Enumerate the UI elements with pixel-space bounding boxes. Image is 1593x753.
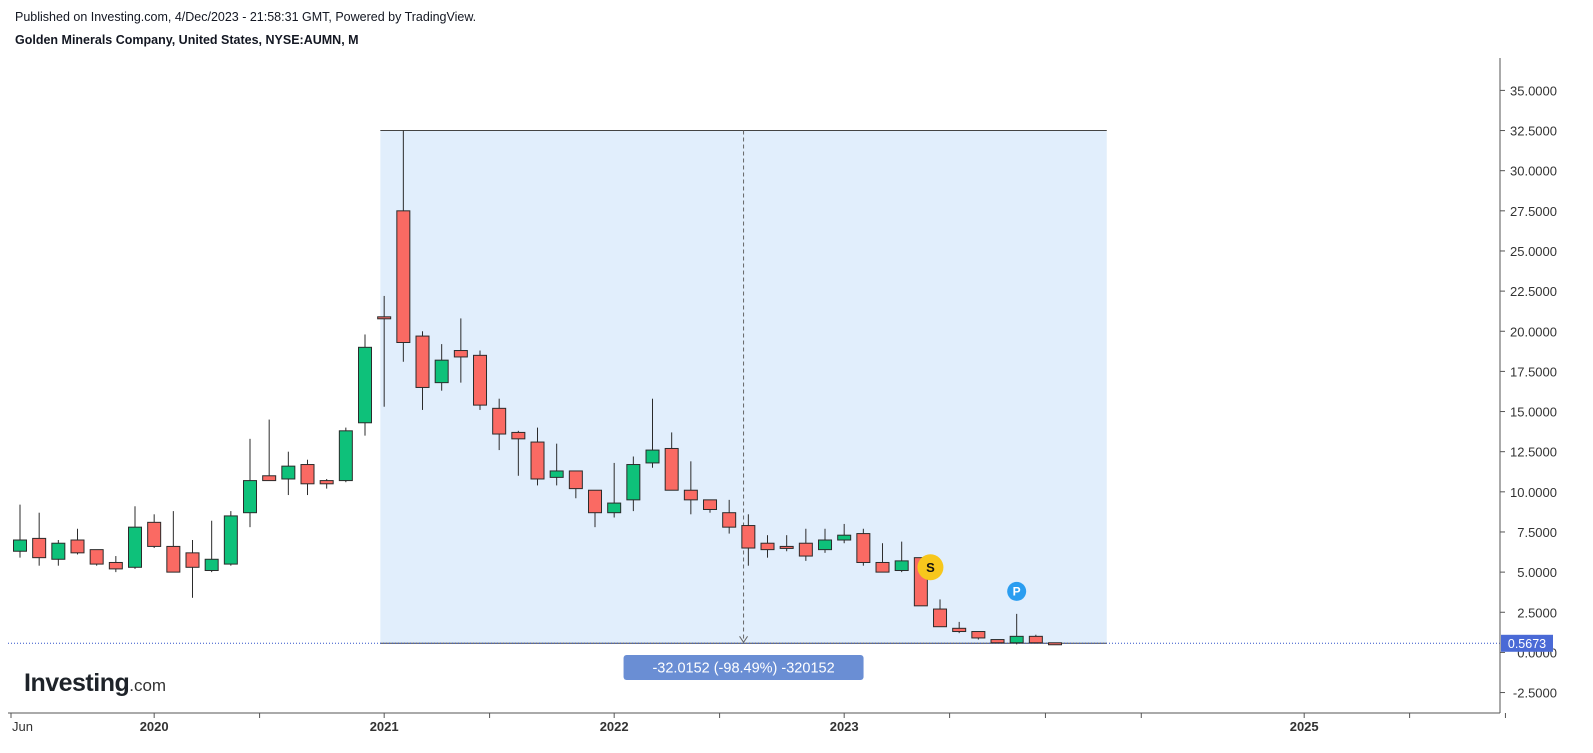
- candle-body[interactable]: [147, 521, 162, 547]
- candle-body[interactable]: [262, 475, 277, 482]
- symbol-title: Golden Minerals Company, United States, …: [15, 33, 359, 47]
- candle-body[interactable]: [51, 542, 66, 560]
- price-axis-label: 27.5000: [1510, 204, 1557, 219]
- candle-body[interactable]: [626, 464, 641, 501]
- candle-body[interactable]: [396, 210, 411, 343]
- candle-body[interactable]: [453, 350, 468, 358]
- candle-body[interactable]: [166, 545, 181, 573]
- measure-label: -32.0152 (-98.49%) -320152: [652, 661, 834, 677]
- candle-body[interactable]: [1028, 635, 1043, 644]
- price-axis-label: 32.5000: [1510, 124, 1557, 139]
- candle-body[interactable]: [818, 539, 833, 551]
- candle-body[interactable]: [89, 549, 104, 565]
- price-axis-label: 15.0000: [1510, 405, 1557, 420]
- candle-body[interactable]: [185, 552, 200, 568]
- candle-body[interactable]: [588, 489, 603, 514]
- candle-body[interactable]: [128, 526, 143, 568]
- price-axis-label: 22.5000: [1510, 284, 1557, 299]
- time-axis-label: Jun: [12, 719, 33, 734]
- marker-s-icon[interactable]: [917, 554, 944, 581]
- investing-logo[interactable]: Investing.com: [24, 669, 166, 698]
- time-axis-label: 2023: [830, 719, 859, 734]
- candle-body[interactable]: [473, 354, 488, 406]
- candle-body[interactable]: [779, 545, 794, 549]
- candle-body[interactable]: [683, 489, 698, 501]
- candle-body[interactable]: [722, 512, 737, 528]
- price-axis-label: 25.0000: [1510, 244, 1557, 259]
- candle-body[interactable]: [1048, 642, 1063, 646]
- time-axis-label: 2022: [600, 719, 629, 734]
- candle-body[interactable]: [971, 631, 986, 639]
- marker-s-label: S: [926, 560, 935, 575]
- candle-body[interactable]: [664, 447, 679, 491]
- price-axis-label: 5.0000: [1517, 565, 1557, 580]
- candle-body[interactable]: [358, 346, 373, 424]
- candle-body[interactable]: [530, 441, 545, 480]
- candle-body[interactable]: [377, 316, 392, 320]
- candle-body[interactable]: [875, 561, 890, 573]
- candle-body[interactable]: [204, 558, 219, 572]
- candle-body[interactable]: [760, 542, 775, 551]
- price-axis-label: 35.0000: [1510, 83, 1557, 98]
- candle-body[interactable]: [319, 480, 334, 485]
- candle-body[interactable]: [990, 639, 1005, 644]
- candle-body[interactable]: [492, 407, 507, 435]
- logo-suffix: .com: [129, 676, 167, 695]
- candle-body[interactable]: [13, 539, 27, 552]
- candle-body[interactable]: [511, 431, 526, 440]
- candle-body[interactable]: [741, 525, 756, 549]
- time-axis-label: 2021: [370, 719, 399, 734]
- candle-body[interactable]: [434, 359, 449, 384]
- candle-body[interactable]: [32, 537, 47, 559]
- candle-body[interactable]: [894, 560, 909, 572]
- time-axis-label: 2025: [1290, 719, 1319, 734]
- candle-body[interactable]: [70, 539, 85, 554]
- candle-body[interactable]: [108, 561, 123, 570]
- price-axis-label: -2.5000: [1513, 686, 1557, 701]
- price-axis-label: 30.0000: [1510, 164, 1557, 179]
- marker-p-icon[interactable]: [1007, 581, 1027, 601]
- current-price-badge: [1501, 634, 1553, 652]
- candle-body[interactable]: [549, 470, 564, 478]
- candle-body[interactable]: [223, 515, 238, 565]
- measure-label-box: [623, 655, 864, 680]
- price-axis-label: 20.0000: [1510, 324, 1557, 339]
- candle-body[interactable]: [281, 465, 296, 480]
- candle-body[interactable]: [703, 499, 718, 510]
- candle-body[interactable]: [798, 542, 813, 557]
- candle-body[interactable]: [837, 534, 852, 541]
- price-axis-label: 2.5000: [1517, 605, 1557, 620]
- candle-body[interactable]: [607, 502, 622, 514]
- candle-body[interactable]: [645, 449, 660, 464]
- marker-p-label: P: [1013, 584, 1021, 598]
- candle-body[interactable]: [1009, 635, 1024, 644]
- candle-body[interactable]: [300, 464, 315, 485]
- candle-body[interactable]: [338, 430, 353, 482]
- measure-arrow-icon: [739, 636, 748, 644]
- price-axis-label: 7.5000: [1517, 525, 1557, 540]
- published-info: Published on Investing.com, 4/Dec/2023 -…: [15, 10, 477, 24]
- candle-body[interactable]: [933, 608, 948, 628]
- candle-body[interactable]: [952, 627, 967, 633]
- price-axis-label: 10.0000: [1510, 485, 1557, 500]
- price-axis-label: 12.5000: [1510, 445, 1557, 460]
- time-axis-label: 2020: [140, 719, 169, 734]
- logo-brand: Investing: [24, 669, 130, 697]
- candle-body[interactable]: [415, 335, 430, 388]
- price-axis-label: 17.5000: [1510, 364, 1557, 379]
- candle-body[interactable]: [568, 470, 583, 490]
- candle-body[interactable]: [856, 533, 871, 563]
- candle-body[interactable]: [243, 480, 258, 514]
- current-price-label: 0.5673: [1508, 637, 1546, 651]
